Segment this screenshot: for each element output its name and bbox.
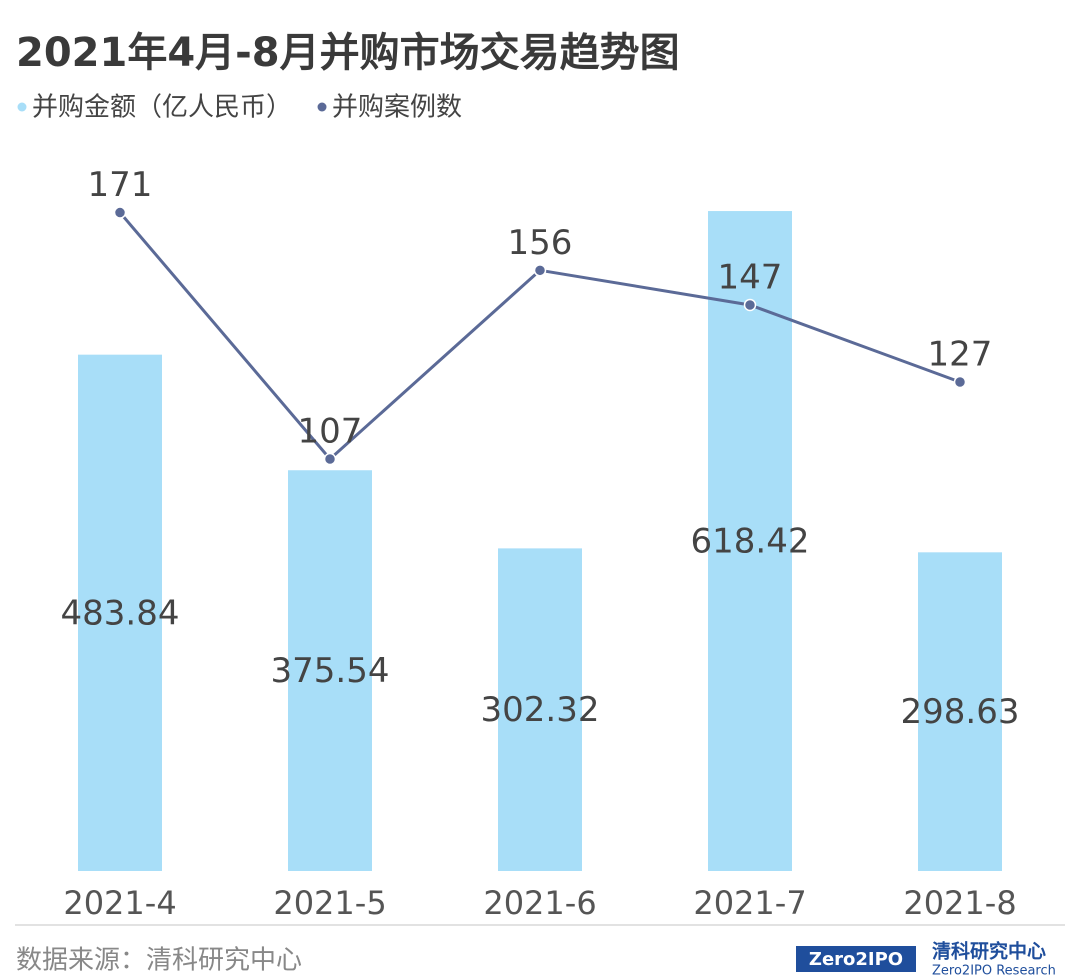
line-value-label: 107 [298, 411, 363, 451]
line-value-label: 127 [928, 334, 993, 374]
legend-label: 并购金额（亿人民币） [32, 93, 292, 123]
line-point [533, 264, 547, 277]
logo: Zero2IPO 清科研究中心 Zero2IPO Research [796, 940, 1056, 979]
logo-subtitle: Zero2IPO Research [932, 964, 1056, 979]
line-point [113, 206, 127, 219]
line-point [323, 452, 337, 466]
bar-value-label: 302.32 [481, 690, 600, 730]
x-tick-label: 2021-5 [273, 884, 386, 922]
x-tick-label: 2021-6 [483, 884, 596, 922]
line-value-label: 171 [88, 165, 153, 205]
bar-value-label: 298.63 [901, 692, 1020, 732]
line-value-label: 156 [508, 223, 573, 263]
legend-label: 并购案例数 [332, 93, 462, 123]
logo-mark: Zero2IPO [809, 949, 903, 970]
bar [498, 548, 582, 871]
source-note: 数据来源：清科研究中心 [16, 946, 302, 976]
bar-value-label: 483.84 [61, 593, 180, 633]
legend-marker [17, 102, 27, 112]
line-value-label: 147 [718, 257, 783, 297]
legend-marker [317, 102, 327, 112]
line-point [743, 298, 757, 312]
logo-name: 清科研究中心 [932, 940, 1046, 963]
x-tick-label: 2021-4 [63, 884, 176, 922]
bar-value-label: 618.42 [691, 522, 810, 562]
bar [288, 470, 372, 871]
line-point [953, 375, 967, 389]
bar [708, 211, 792, 872]
bar [78, 354, 162, 872]
bar [918, 552, 1002, 871]
logo-badge [796, 946, 916, 972]
bar-value-label: 375.54 [271, 651, 390, 691]
chart-title: 2021年4月-8月并购市场交易趋势图 [16, 30, 680, 76]
x-tick-label: 2021-7 [693, 884, 806, 922]
x-tick-label: 2021-8 [903, 884, 1016, 922]
